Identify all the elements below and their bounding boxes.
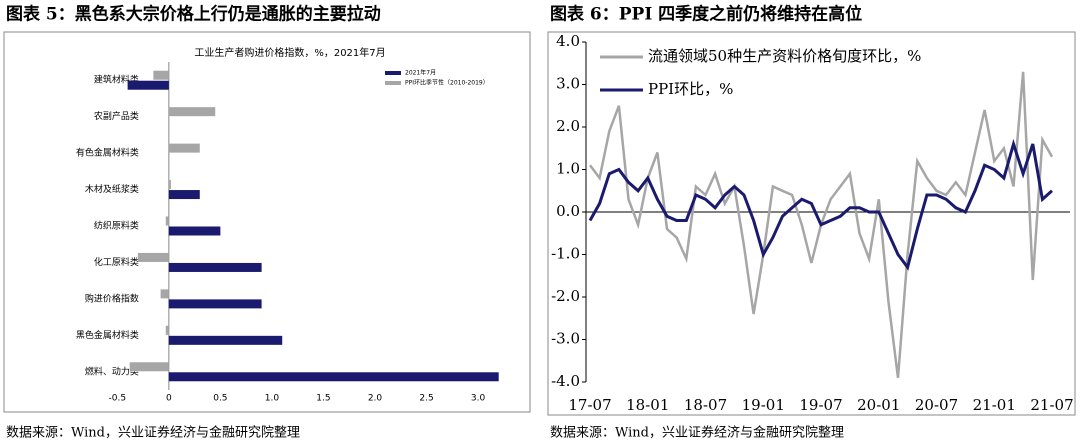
y-tick-label: 燃料、动力类 [85,365,139,377]
x-tick-label: 18-07 [684,396,727,414]
bar [153,70,169,80]
bar [168,262,262,272]
bar [168,180,171,190]
bar [168,190,200,200]
panel-frame [3,31,531,413]
y-tick-label: -2.0 [551,287,580,305]
y-tick-label: -1.0 [551,245,580,263]
header: 图表 6：PPI 四季度之前仍将维持在高位 [550,4,862,25]
x-tick-label: 20-07 [915,396,958,414]
y-tick-label: 农副产品类 [94,110,139,122]
legend-label: PPI环比，% [648,80,733,98]
legend-swatch [385,81,401,85]
legend-label: 流通领域50种生产资料价格旬度环比，% [648,47,921,65]
bar [137,252,169,262]
x-tick-label: 20-01 [857,396,900,414]
x-tick-label: 2.5 [419,394,433,404]
bar [168,299,262,309]
x-tick-label: -0.5 [109,394,127,404]
y-tick-label: 3.0 [556,75,580,93]
bar [168,143,200,153]
y-tick-label: 化工原料类 [94,256,139,268]
y-tick-label: 2.0 [556,117,580,135]
y-tick-label: -4.0 [551,372,580,390]
x-tick-label: 21-01 [973,396,1016,414]
header: 图表 5：黑色系大宗价格上行仍是通胀的主要拉动 [6,4,381,25]
bar [160,289,169,299]
legend-swatch [385,71,401,75]
bar [129,362,169,372]
bar [168,372,499,382]
x-tick-label: 0.5 [213,394,227,404]
y-tick-label: 0.0 [556,202,580,220]
y-tick-label: 有色金属材料类 [76,147,139,159]
y-tick-label: 建筑材料类 [94,74,139,86]
y-tick-label: 黑色金属材料类 [76,329,139,341]
panel-frame [547,31,1076,416]
x-tick-label: 0 [166,394,172,404]
chart-title: 工业生产者购进价格指数，%，2021年7月 [194,46,385,59]
y-tick-label: 购进价格指数 [85,292,139,304]
x-tick-label: 19-07 [799,396,842,414]
x-tick-label: 1.5 [316,394,330,404]
bar [165,325,169,335]
x-tick-label: 19-01 [742,396,785,414]
source: 数据来源：Wind，兴业证券经济与金融研究院整理 [6,425,300,441]
x-tick-label: 2.0 [368,394,383,404]
y-tick-label: 4.0 [556,32,580,50]
legend-label: PPI环比季节性（2010-2019） [405,79,489,87]
y-tick-label: 纺织原料类 [94,220,139,232]
x-tick-label: 1.0 [265,394,280,404]
y-tick-label: 木材及纸浆类 [85,183,139,195]
source: 数据来源：Wind，兴业证券经济与金融研究院整理 [550,425,844,441]
x-tick-label: 18-01 [626,396,669,414]
x-tick-label: 17-07 [568,396,611,414]
bar [168,335,283,345]
x-tick-label: 3.0 [471,394,486,404]
bar [127,80,169,90]
x-tick-label: 21-07 [1030,396,1073,414]
bar [165,216,169,226]
legend-label: 2021年7月 [405,69,436,77]
bar [168,107,216,117]
series-line [588,138,1053,271]
bar [168,226,221,236]
y-tick-label: -3.0 [551,330,580,348]
y-tick-label: 1.0 [556,160,580,178]
